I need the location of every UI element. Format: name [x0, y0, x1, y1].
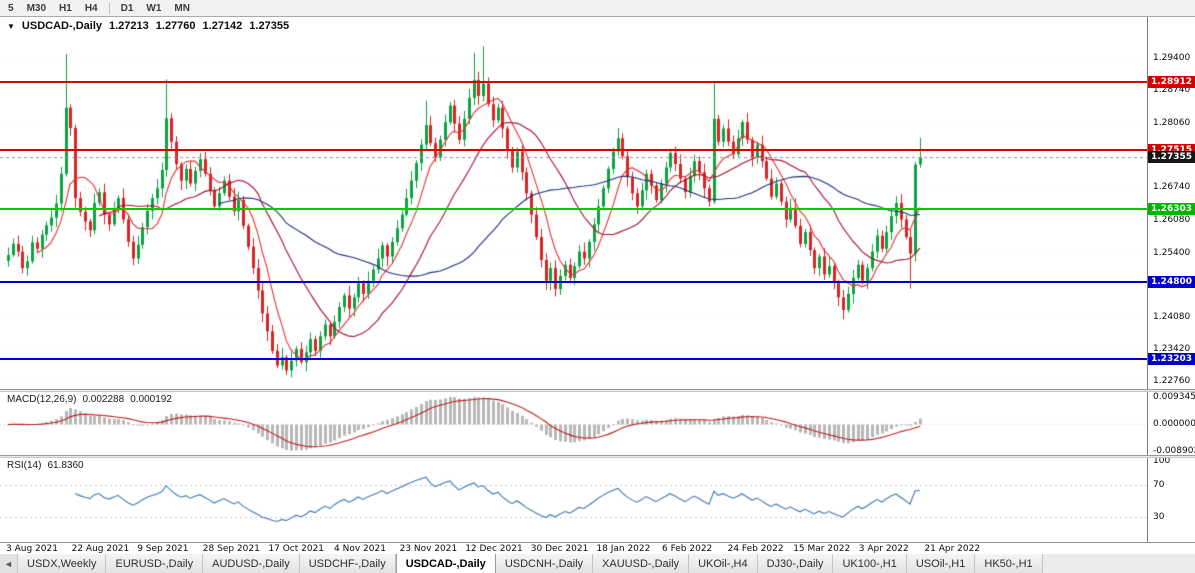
date-label: 17 Oct 2021 [268, 544, 325, 554]
price-tick-label: 1.22760 [1153, 376, 1191, 387]
price-tick-label: 1.23420 [1153, 343, 1191, 354]
rsi-value: 61.8360 [47, 460, 84, 471]
chart-tab-usdx-weekly[interactable]: USDX,Weekly [18, 554, 107, 573]
macd-label: MACD(12,26,9) 0.002288 0.000192 [7, 394, 172, 405]
chart-tab-usdcnh-daily[interactable]: USDCNH-,Daily [495, 554, 594, 573]
chart-tab-dj30-daily[interactable]: DJ30-,Daily [757, 554, 834, 573]
timeframe-button-m30[interactable]: M30 [26, 2, 47, 14]
chart-collapse-icon[interactable]: ▼ [7, 21, 15, 31]
ohlc-high-value: 1.27760 [155, 20, 196, 32]
timeframe-button-w1[interactable]: W1 [146, 2, 162, 14]
date-label: 23 Nov 2021 [399, 544, 458, 554]
horizontal-level-line[interactable] [0, 358, 1147, 361]
time-axis[interactable]: 3 Aug 2021 22 Aug 2021 9 Sep 2021 28 Sep 20… [0, 542, 1195, 554]
timeframe-button-d1[interactable]: D1 [120, 2, 134, 14]
chart-tab-uk100-h1[interactable]: UK100-,H1 [833, 554, 907, 573]
rsi-axis-label: 30 [1153, 512, 1165, 522]
rsi-name: RSI(14) [7, 460, 42, 471]
date-label: 18 Jan 2022 [596, 544, 651, 554]
price-tick-label: 1.25400 [1153, 247, 1191, 258]
date-label: 21 Apr 2022 [924, 544, 981, 554]
ohlc-open-value: 1.27213 [109, 20, 149, 32]
price-tick-label: 1.26080 [1153, 214, 1191, 225]
date-label: 12 Dec 2021 [465, 544, 523, 554]
toolbar-group-divider [108, 2, 110, 14]
horizontal-level-line[interactable] [0, 207, 1147, 210]
panel-splitter-macd[interactable] [0, 389, 1195, 392]
date-label: 3 Apr 2022 [858, 544, 909, 554]
date-label: 6 Feb 2022 [662, 544, 713, 554]
horizontal-level-line[interactable] [0, 148, 1147, 151]
price-tick-label: 1.26740 [1153, 182, 1191, 193]
rsi-axis-label: 70 [1153, 480, 1165, 490]
chart-title: ▼ USDCAD-,Daily 1.27213 1.27760 1.27142 … [7, 20, 289, 32]
chart-tab-usdchf-daily[interactable]: USDCHF-,Daily [299, 554, 396, 573]
date-label: 22 Aug 2021 [71, 544, 130, 554]
date-label: 9 Sep 2021 [137, 544, 189, 554]
ohlc-close-value: 1.27355 [249, 20, 290, 32]
rsi-label: RSI(14) 61.8360 [7, 460, 84, 471]
chart-tabs-bar: ◄ USDX,Weekly EURUSD-,Daily AUDUSD-,Daily U… [0, 553, 1195, 573]
price-level-tag: 1.23203 [1148, 353, 1195, 366]
chart-tab-ukoil-h4[interactable]: UKOil-,H4 [689, 554, 758, 573]
macd-axis-label: -0.008902 [1153, 445, 1195, 456]
chart-tab-eurusd-daily[interactable]: EURUSD-,Daily [106, 554, 204, 573]
price-tick-label: 1.29400 [1153, 53, 1191, 63]
horizontal-level-line[interactable] [0, 80, 1147, 83]
ohlc-low-value: 1.27142 [202, 20, 243, 32]
timeframe-button-mn[interactable]: MN [174, 2, 190, 14]
chart-tab-audusd-daily[interactable]: AUDUSD-,Daily [203, 554, 300, 573]
price-tick-label: 1.24080 [1153, 311, 1191, 322]
chart-tab-usdcad-daily[interactable]: USDCAD-,Daily [395, 554, 496, 573]
price-chart-canvas[interactable] [0, 17, 1147, 553]
timeframe-button-h1[interactable]: H1 [59, 2, 72, 14]
date-label: 15 Mar 2022 [793, 544, 851, 554]
chart-window: ▼ USDCAD-,Daily 1.27213 1.27760 1.27142 … [0, 17, 1195, 554]
macd-axis-label: 0.000000 [1153, 419, 1195, 430]
timeframe-toolbar: 5 M30 H1 H4 D1 W1 MN [0, 0, 1195, 17]
date-label: 4 Nov 2021 [334, 544, 386, 554]
rsi-axis-label: 100 [1153, 456, 1171, 466]
price-tick-label: 1.28740 [1153, 85, 1191, 96]
macd-name: MACD(12,26,9) [7, 394, 77, 405]
chart-tab-xauusd-daily[interactable]: XAUUSD-,Daily [593, 554, 690, 573]
macd-main-value: 0.002288 [82, 394, 125, 405]
timeframe-button-5[interactable]: 5 [8, 2, 14, 14]
chart-tab-usoil-h1[interactable]: USOil-,H1 [906, 554, 976, 573]
price-axis-border [1147, 17, 1148, 553]
tab-scroll-left-button[interactable]: ◄ [0, 554, 18, 573]
price-level-tag: 1.24800 [1148, 275, 1195, 288]
macd-axis-label: 0.009345 [1153, 392, 1195, 403]
date-label: 3 Aug 2021 [6, 544, 58, 554]
panel-splitter-rsi[interactable] [0, 455, 1195, 458]
macd-signal-value: 0.000192 [130, 394, 172, 405]
price-tick-label: 1.28060 [1153, 118, 1191, 129]
horizontal-level-line[interactable] [0, 280, 1147, 283]
price-level-tag: 1.26303 [1148, 202, 1195, 215]
price-level-tag: 1.27355 [1148, 151, 1195, 164]
price-level-tag: 1.28912 [1148, 75, 1195, 88]
chart-symbol-label: USDCAD-,Daily [21, 20, 102, 32]
date-label: 30 Dec 2021 [530, 544, 589, 554]
date-label: 24 Feb 2022 [727, 544, 784, 554]
timeframe-button-h4[interactable]: H4 [84, 2, 98, 14]
chart-tab-hk50-h1[interactable]: HK50-,H1 [975, 554, 1043, 573]
date-label: 28 Sep 2021 [202, 544, 260, 554]
